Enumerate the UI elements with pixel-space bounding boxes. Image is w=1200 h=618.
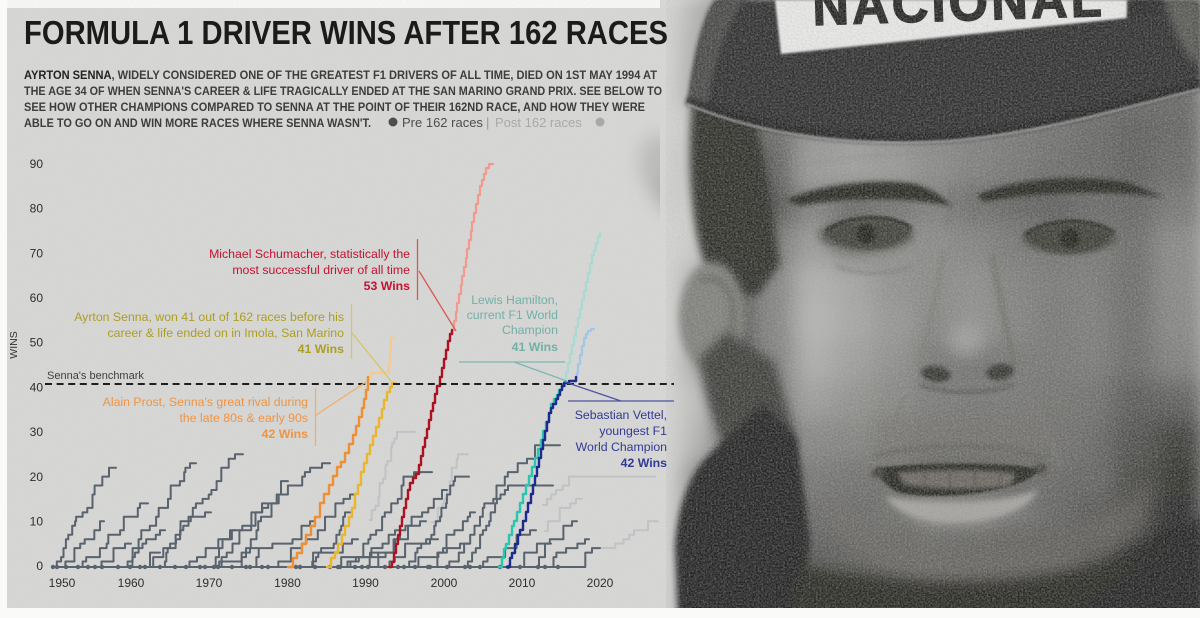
svg-text:youngest F1: youngest F1 bbox=[599, 424, 667, 438]
svg-text:30: 30 bbox=[30, 425, 44, 439]
svg-text:Post 162 races: Post 162 races bbox=[495, 115, 582, 130]
svg-text:Sebastian Vettel,: Sebastian Vettel, bbox=[575, 408, 667, 422]
svg-text:Senna's benchmark: Senna's benchmark bbox=[47, 370, 144, 382]
svg-text:most successful driver of all: most successful driver of all time bbox=[232, 263, 410, 277]
svg-text:FORMULA 1 DRIVER WINS AFTER 16: FORMULA 1 DRIVER WINS AFTER 162 RACES bbox=[24, 14, 668, 51]
svg-text:THE AGE 34 OF WHEN SENNA'S CAR: THE AGE 34 OF WHEN SENNA'S CAREER & LIFE… bbox=[24, 84, 662, 98]
svg-text:41 Wins: 41 Wins bbox=[512, 340, 559, 354]
svg-text:41 Wins: 41 Wins bbox=[298, 342, 345, 356]
svg-text:Michael Schumacher, statistica: Michael Schumacher, statistically the bbox=[209, 247, 410, 261]
svg-text:0: 0 bbox=[36, 559, 43, 573]
svg-text:2010: 2010 bbox=[509, 576, 536, 590]
svg-text:|: | bbox=[486, 115, 489, 130]
svg-text:current F1 World: current F1 World bbox=[467, 308, 559, 322]
svg-text:53 Wins: 53 Wins bbox=[364, 279, 411, 293]
svg-text:42 Wins: 42 Wins bbox=[262, 427, 309, 441]
svg-text:Pre 162 races: Pre 162 races bbox=[402, 115, 483, 130]
svg-text:career & life ended on in Imol: career & life ended on in Imola, San Mar… bbox=[107, 326, 344, 340]
svg-text:SEE HOW OTHER CHAMPIONS COMPAR: SEE HOW OTHER CHAMPIONS COMPARED TO SENN… bbox=[24, 100, 645, 114]
svg-text:60: 60 bbox=[30, 291, 44, 305]
svg-text:70: 70 bbox=[30, 246, 44, 260]
svg-text:WINS: WINS bbox=[8, 331, 20, 358]
svg-text:Alain Prost, Senna's great riv: Alain Prost, Senna's great rival during bbox=[103, 395, 309, 409]
svg-text:10: 10 bbox=[30, 515, 44, 529]
svg-text:1980: 1980 bbox=[274, 576, 301, 590]
svg-text:42 Wins: 42 Wins bbox=[621, 456, 668, 470]
svg-text:1960: 1960 bbox=[118, 576, 145, 590]
svg-text:80: 80 bbox=[30, 202, 44, 216]
svg-text:Champion: Champion bbox=[502, 323, 558, 337]
svg-text:Ayrton Senna, won 41 out of 16: Ayrton Senna, won 41 out of 162 races be… bbox=[74, 310, 344, 324]
svg-text:the late 80s & early 90s: the late 80s & early 90s bbox=[179, 411, 308, 425]
svg-text:20: 20 bbox=[30, 470, 44, 484]
svg-text:90: 90 bbox=[30, 157, 44, 171]
svg-text:ABLE TO GO ON AND WIN MORE RAC: ABLE TO GO ON AND WIN MORE RACES WHERE S… bbox=[24, 116, 371, 130]
svg-text:1950: 1950 bbox=[49, 576, 76, 590]
svg-text:40: 40 bbox=[30, 380, 44, 394]
svg-text:2000: 2000 bbox=[431, 576, 458, 590]
svg-text:Lewis Hamilton,: Lewis Hamilton, bbox=[471, 293, 558, 307]
svg-text:AYRTON SENNA, WIDELY CONSIDERE: AYRTON SENNA, WIDELY CONSIDERED ONE OF T… bbox=[24, 68, 658, 82]
svg-text:1970: 1970 bbox=[196, 576, 223, 590]
svg-text:50: 50 bbox=[30, 336, 44, 350]
svg-text:2020: 2020 bbox=[587, 576, 614, 590]
svg-text:World Champion: World Champion bbox=[576, 440, 668, 454]
svg-text:1990: 1990 bbox=[352, 576, 379, 590]
